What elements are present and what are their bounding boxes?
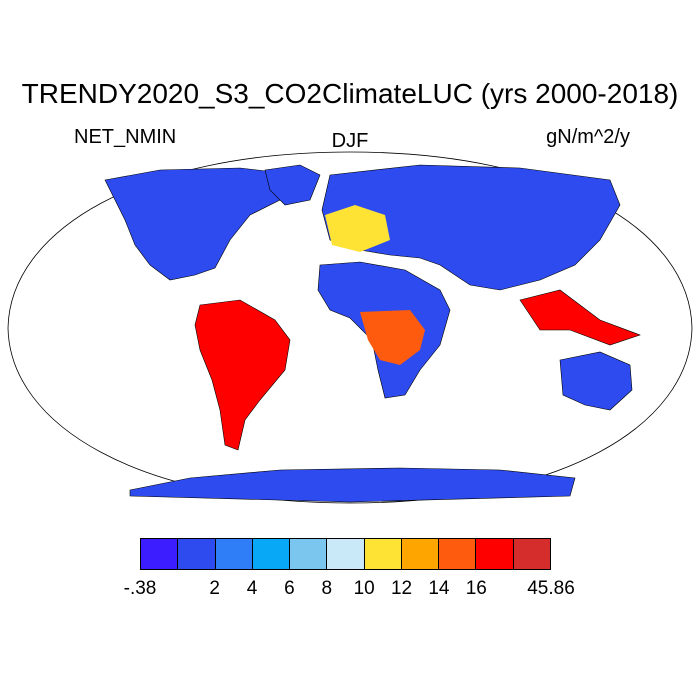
- colorbar-box: [178, 539, 216, 569]
- colorbar-box: [290, 539, 328, 569]
- colorbar-label: 6: [284, 578, 295, 599]
- colorbar-box: [364, 539, 402, 569]
- season-label: DJF: [331, 130, 369, 152]
- region-central-africa: [360, 310, 425, 365]
- colorbar-box: [401, 539, 440, 569]
- plot-title: TRENDY2020_S3_CO2ClimateLUC (yrs 2000-20…: [21, 78, 679, 109]
- colorbar-box: [513, 539, 550, 569]
- colorbar-box: [252, 539, 291, 569]
- region-europe-highlight: [325, 205, 390, 252]
- colorbar-label: 16: [465, 578, 487, 599]
- region-southeast-asia: [519, 289, 641, 346]
- colorbar-label: 10: [353, 578, 375, 599]
- variable-label: NET_NMIN: [74, 126, 177, 148]
- region-antarctica: [129, 467, 576, 503]
- colorbar-label: 8: [321, 578, 333, 599]
- colorbar-label: 45.86: [527, 578, 575, 599]
- colorbar-label: -.38: [123, 578, 157, 599]
- colorbar-box: [141, 539, 179, 569]
- colorbar-label: 14: [428, 578, 450, 599]
- colorbar-label: 12: [390, 578, 413, 599]
- colorbar-box: [476, 539, 514, 569]
- region-north-america: [104, 167, 301, 281]
- colorbar-box: [327, 539, 365, 569]
- colorbar-box: [439, 539, 477, 569]
- region-south-america: [194, 299, 291, 451]
- colorbar-box: [215, 539, 253, 569]
- region-greenland: [264, 164, 321, 206]
- colorbar: [140, 538, 551, 570]
- colorbar-label: 2: [209, 578, 221, 599]
- region-australia: [559, 351, 633, 411]
- units-label: gN/m^2/y: [546, 126, 630, 148]
- colorbar-label: 4: [246, 578, 258, 599]
